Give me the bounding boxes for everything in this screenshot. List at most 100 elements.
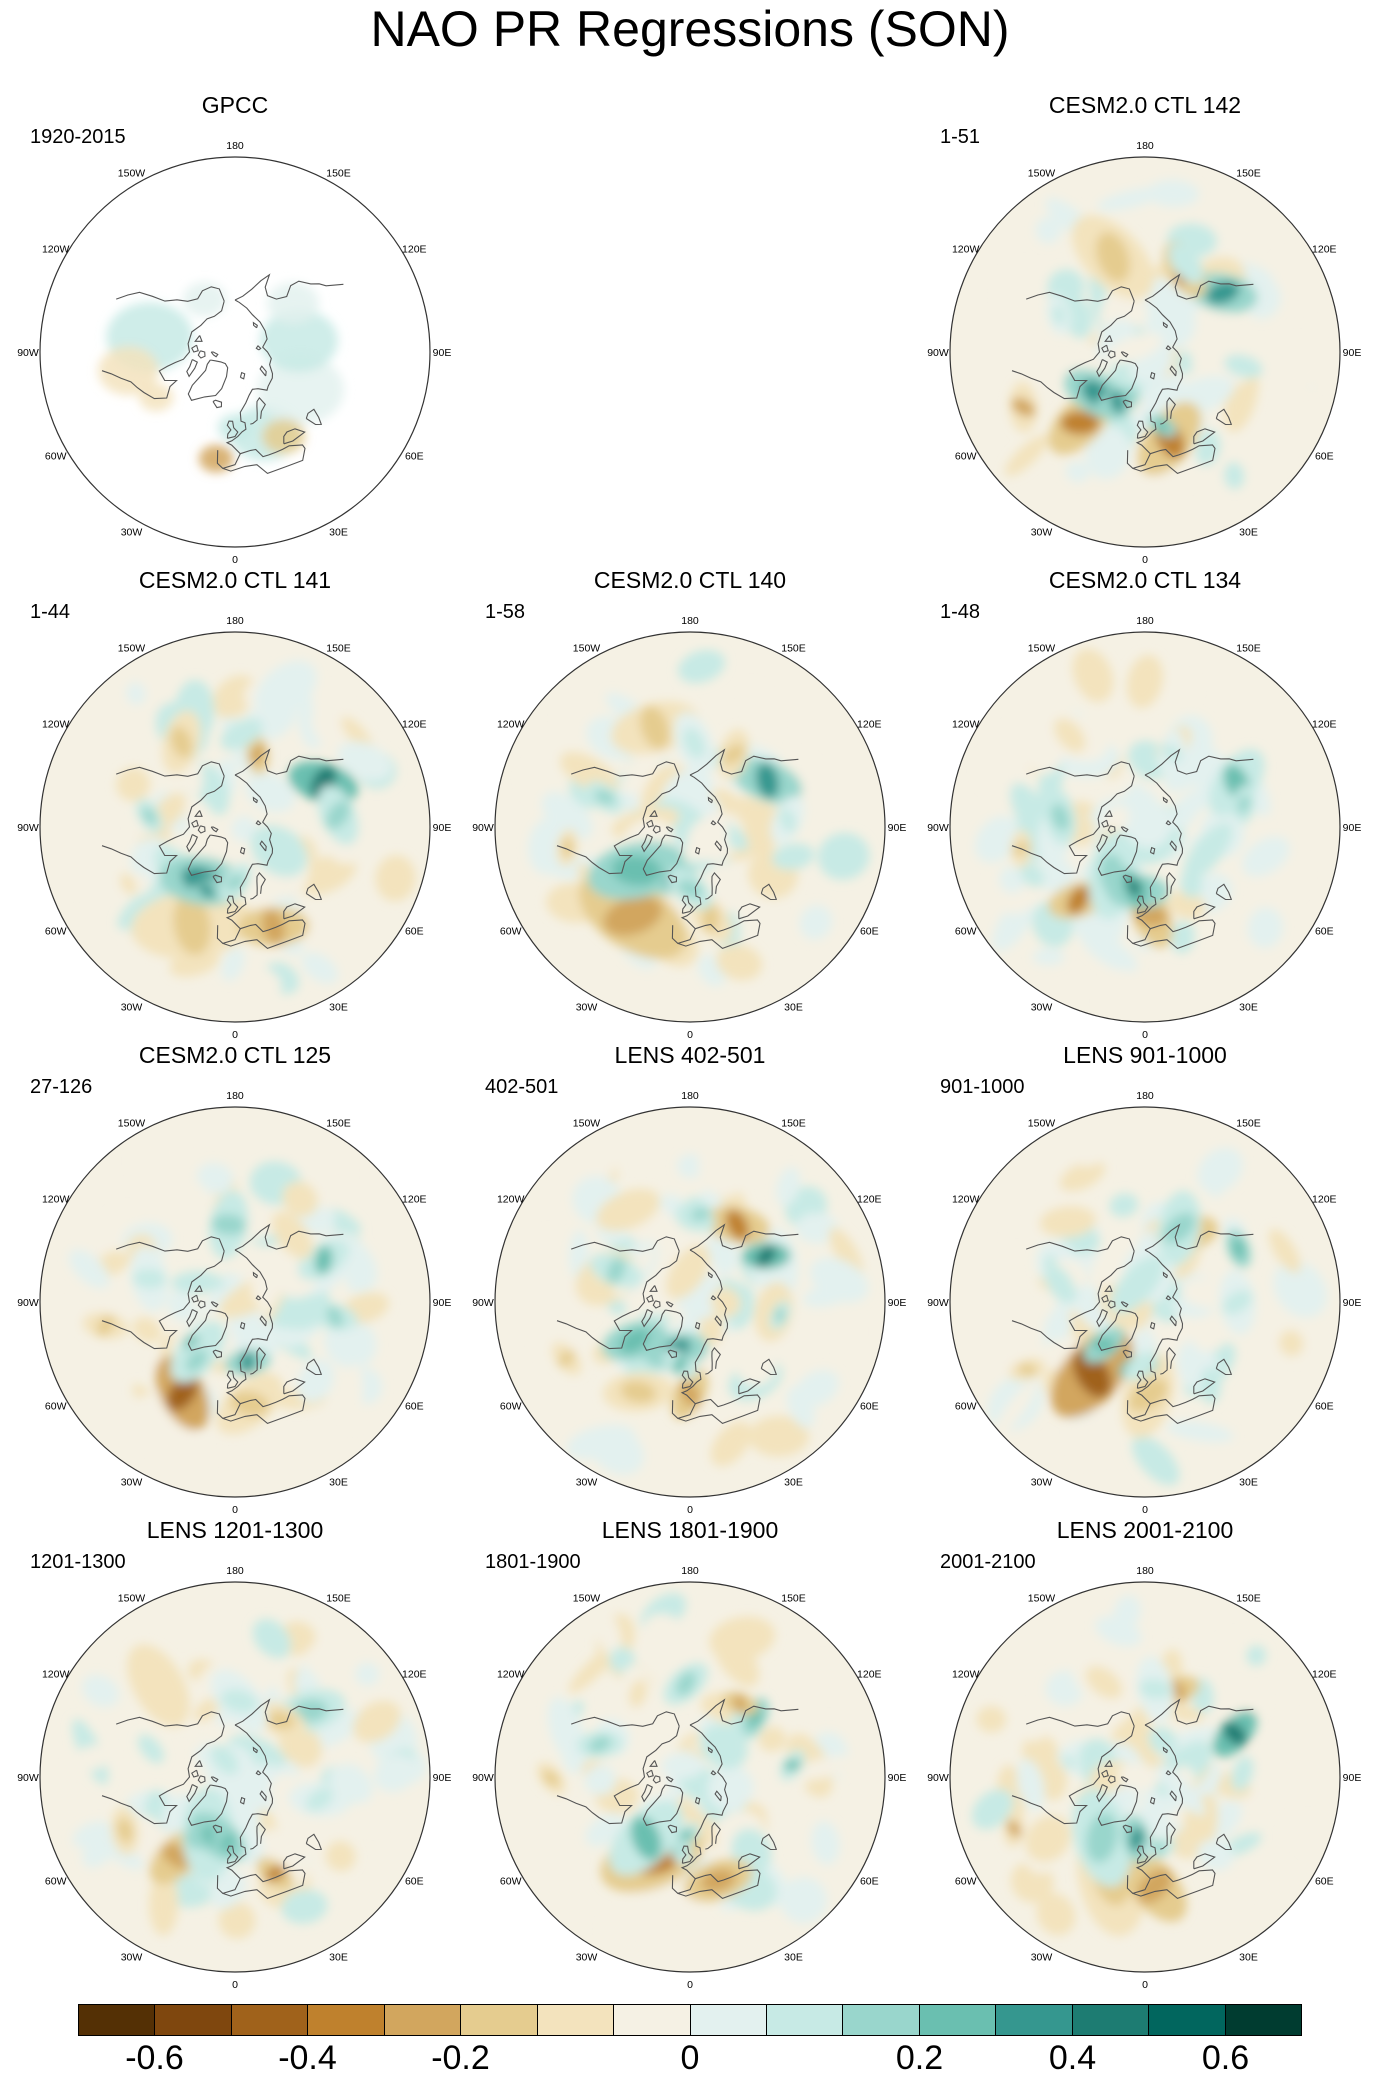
- map-panel-ctl134: 180 150E 120E 90E 60E 30E 0 30W 60W 90W 120W 150W CE…: [927, 565, 1361, 1041]
- coastlines: [556, 1223, 799, 1425]
- longitude-label: 180: [1136, 140, 1154, 152]
- polar-map: 180 150E 120E 90E 60E 30E 0 30W 60W 90W 120W 150W: [927, 140, 1362, 566]
- longitude-label: 150E: [1236, 643, 1261, 655]
- longitude-label: 90W: [17, 347, 39, 359]
- colorbar-box: [919, 2005, 997, 2035]
- longitude-label: 60W: [45, 926, 67, 938]
- colorbar-box: [1149, 2005, 1226, 2035]
- longitude-label: 90E: [1343, 1772, 1362, 1784]
- panel-subtitle: 901-1000: [940, 1076, 1025, 1098]
- colorbar-label: 0.4: [1048, 2039, 1097, 2077]
- colorbar-box: [690, 2005, 767, 2035]
- longitude-label: 120W: [42, 1194, 70, 1206]
- longitude-label: 60W: [45, 451, 67, 463]
- panel-title: CESM2.0 CTL 141: [138, 567, 332, 593]
- anomaly-field: [69, 1618, 427, 1939]
- longitude-label: 150W: [1028, 643, 1056, 655]
- polar-map: 180 150E 120E 90E 60E 30E 0 30W 60W 90W 120W 150W: [472, 1565, 906, 1991]
- longitude-label: 180: [1136, 1565, 1154, 1577]
- anomaly-field: [998, 179, 1327, 503]
- longitude-label: 60W: [955, 1401, 977, 1413]
- map-panel-lens1201: 180 150E 120E 90E 60E 30E 0 30W 60W 90W 120W 150W LE…: [17, 1515, 451, 1991]
- panel-title: GPCC: [201, 92, 269, 118]
- longitude-label: 120E: [402, 1194, 427, 1206]
- colorbar-box: [537, 2005, 615, 2035]
- longitude-label: 120E: [402, 1669, 427, 1681]
- panel-subtitle: 1801-1900: [485, 1551, 581, 1573]
- panel-subtitle: 2001-2100: [940, 1551, 1036, 1573]
- longitude-label: 150W: [118, 643, 146, 655]
- panel-title: LENS 1201-1300: [146, 1517, 324, 1543]
- longitude-label: 30E: [329, 1476, 348, 1488]
- longitude-label: 90E: [1343, 1297, 1362, 1309]
- longitude-label: 30E: [329, 1951, 348, 1963]
- colorbar: [78, 2004, 1302, 2036]
- colorbar-box: [1072, 2005, 1150, 2035]
- map-panel-lens2001: 180 150E 120E 90E 60E 30E 0 30W 60W 90W 120W 150W LE…: [927, 1515, 1362, 1991]
- anomaly-field: [58, 660, 416, 1000]
- map-panel-lens901: 180 150E 120E 90E 60E 30E 0 30W 60W 90W 120W 150W LE…: [927, 1040, 1362, 1516]
- longitude-label: 150W: [1028, 1593, 1056, 1605]
- longitude-label: 30W: [1031, 1951, 1053, 1963]
- longitude-label: 120E: [402, 719, 427, 731]
- longitude-label: 60E: [860, 1876, 879, 1888]
- coastlines: [556, 1698, 799, 1900]
- longitude-label: 180: [681, 1090, 699, 1102]
- longitude-label: 30W: [1031, 1476, 1053, 1488]
- longitude-label: 30W: [121, 1476, 143, 1488]
- panel-subtitle: 27-126: [30, 1076, 93, 1098]
- colorbar-box: [1225, 2005, 1301, 2035]
- longitude-label: 90W: [17, 1772, 39, 1784]
- longitude-label: 90W: [927, 1772, 949, 1784]
- colorbar-box: [79, 2005, 156, 2035]
- longitude-label: 60W: [500, 1401, 522, 1413]
- map-panel-ctl125: 180 150E 120E 90E 60E 30E 0 30W 60W 90W 120W 150W CE…: [17, 1040, 452, 1516]
- longitude-label: 90E: [433, 1297, 452, 1309]
- anomaly-field: [68, 1127, 389, 1490]
- longitude-label: 30W: [1031, 526, 1053, 538]
- panel-subtitle: 1201-1300: [30, 1551, 126, 1573]
- longitude-label: 120E: [1312, 244, 1337, 256]
- longitude-label: 90E: [433, 822, 452, 834]
- longitude-label: 90E: [1343, 347, 1362, 359]
- anomaly-field: [505, 1111, 869, 1475]
- anomaly-field: [975, 648, 1307, 1011]
- longitude-label: 90W: [927, 1297, 949, 1309]
- longitude-label: 180: [1136, 1090, 1154, 1102]
- longitude-label: 0: [687, 1504, 693, 1516]
- longitude-label: 180: [681, 615, 699, 627]
- polar-map: 180 150E 120E 90E 60E 30E 0 30W 60W 90W 120W 150W: [17, 615, 452, 1041]
- panel-title: CESM2.0 CTL 125: [138, 1042, 332, 1068]
- longitude-label: 30E: [329, 1001, 348, 1013]
- longitude-label: 60E: [1315, 1876, 1334, 1888]
- longitude-label: 90E: [888, 1297, 907, 1309]
- figure-title: NAO PR Regressions (SON): [370, 1, 1010, 57]
- colorbar-label: -0.6: [125, 2039, 184, 2077]
- longitude-label: 0: [687, 1979, 693, 1991]
- longitude-label: 180: [226, 1090, 244, 1102]
- longitude-label: 150E: [326, 643, 351, 655]
- colorbar-label: 0.6: [1201, 2039, 1250, 2077]
- panel-title: CESM2.0 CTL 134: [1048, 567, 1242, 593]
- panel-title: CESM2.0 CTL 142: [1048, 92, 1242, 118]
- longitude-label: 30W: [121, 1001, 143, 1013]
- longitude-label: 90W: [927, 822, 949, 834]
- longitude-label: 0: [232, 554, 238, 566]
- longitude-label: 30E: [1239, 1951, 1258, 1963]
- longitude-label: 30E: [784, 1951, 803, 1963]
- longitude-label: 150E: [1236, 168, 1261, 180]
- panel-title: LENS 901-1000: [1063, 1042, 1227, 1068]
- longitude-label: 150W: [573, 1593, 601, 1605]
- panel-subtitle: 1920-2015: [30, 126, 126, 148]
- longitude-label: 0: [1142, 554, 1148, 566]
- map-panel-ctl140: 180 150E 120E 90E 60E 30E 0 30W 60W 90W 120W 150W CE…: [472, 565, 907, 1041]
- longitude-label: 120W: [952, 719, 980, 731]
- map-panel-ctl141: 180 150E 120E 90E 60E 30E 0 30W 60W 90W 120W 150W CE…: [17, 565, 451, 1041]
- longitude-label: 180: [1136, 615, 1154, 627]
- colorbar-label: -0.4: [278, 2039, 337, 2077]
- longitude-label: 120E: [857, 1669, 882, 1681]
- longitude-label: 120W: [42, 719, 70, 731]
- colorbar-box: [843, 2005, 920, 2035]
- longitude-label: 90E: [888, 822, 907, 834]
- anomaly-field: [971, 1595, 1334, 1936]
